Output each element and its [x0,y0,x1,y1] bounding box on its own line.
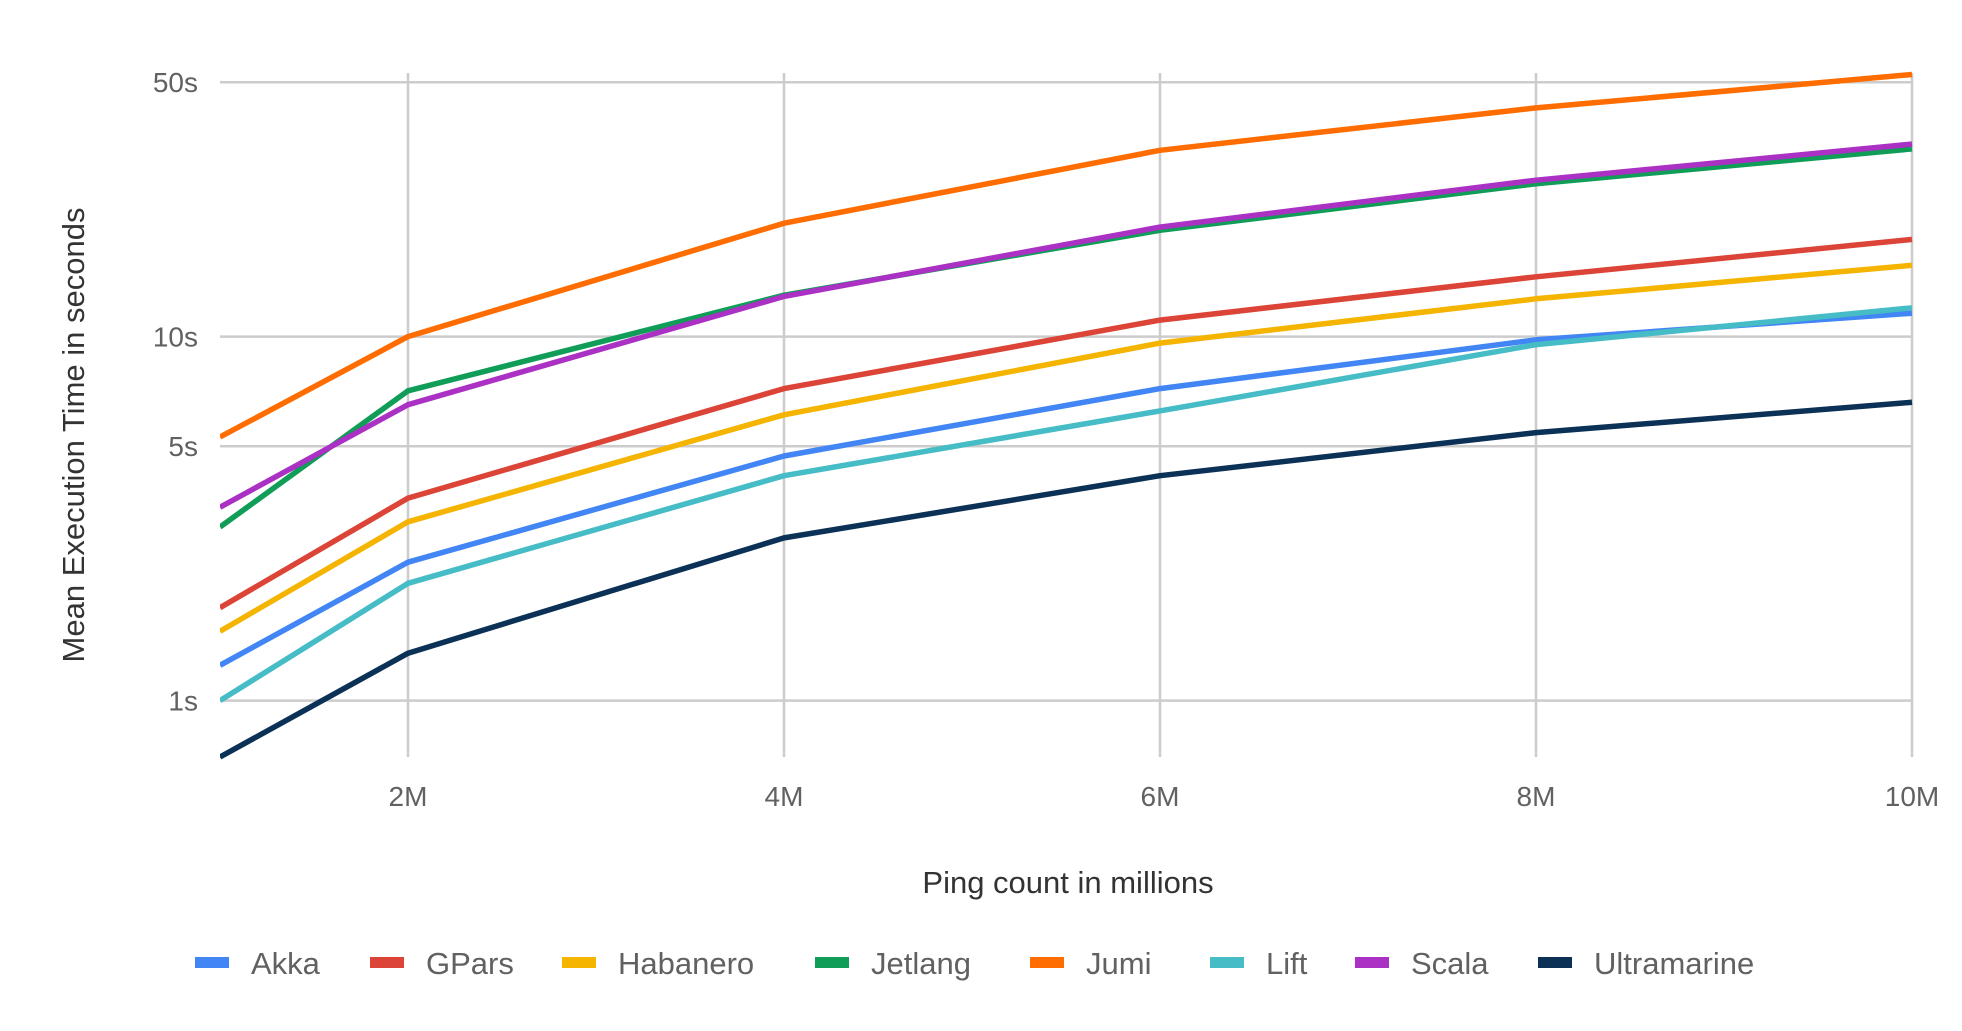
x-tick-label: 8M [1517,781,1556,812]
legend-label-jetlang: Jetlang [871,946,971,981]
x-tick-label: 6M [1141,781,1180,812]
legend-label-scala: Scala [1411,946,1489,981]
series-line-ultramarine [220,399,1913,760]
x-tick-label: 10M [1885,781,1939,812]
x-axis-tick-labels: 2M 4M 6M 8M 10M [389,781,1940,812]
legend-label-gpars: GPars [426,946,514,981]
legend-swatch-ultramarine [1538,957,1572,968]
legend-label-lift: Lift [1266,946,1308,981]
legend-swatch-jetlang [815,957,849,968]
legend-label-habanero: Habanero [618,946,754,981]
y-axis-title: Mean Execution Time in seconds [56,208,91,663]
legend-label-jumi: Jumi [1086,946,1151,981]
series-line-gpars [220,236,1913,611]
series-line-habanero [220,262,1913,634]
legend-label-ultramarine: Ultramarine [1594,946,1754,981]
legend-swatch-jumi [1030,957,1064,968]
legend-swatch-gpars [370,957,404,968]
vertical-gridlines [406,73,1914,757]
series-line-akka [220,310,1913,668]
y-tick-label: 5s [168,431,198,462]
legend-swatch-scala [1355,957,1389,968]
x-axis-title: Ping count in millions [922,865,1213,900]
series-lines [220,71,1913,760]
legend-swatch-akka [195,957,229,968]
legend: Akka GPars Habanero Jetlang Jumi Lift Scala Ult… [195,946,1754,981]
legend-swatch-habanero [562,957,596,968]
series-line-jumi [220,71,1913,440]
y-tick-label: 1s [168,686,198,717]
series-line-scala [220,141,1913,510]
legend-swatch-lift [1210,957,1244,968]
y-axis-tick-labels: 1s 5s 10s 50s [153,67,198,716]
y-tick-label: 50s [153,67,198,98]
legend-label-akka: Akka [251,946,321,981]
x-tick-label: 4M [765,781,804,812]
y-tick-label: 10s [153,322,198,353]
series-line-lift [220,305,1913,703]
x-tick-label: 2M [389,781,428,812]
